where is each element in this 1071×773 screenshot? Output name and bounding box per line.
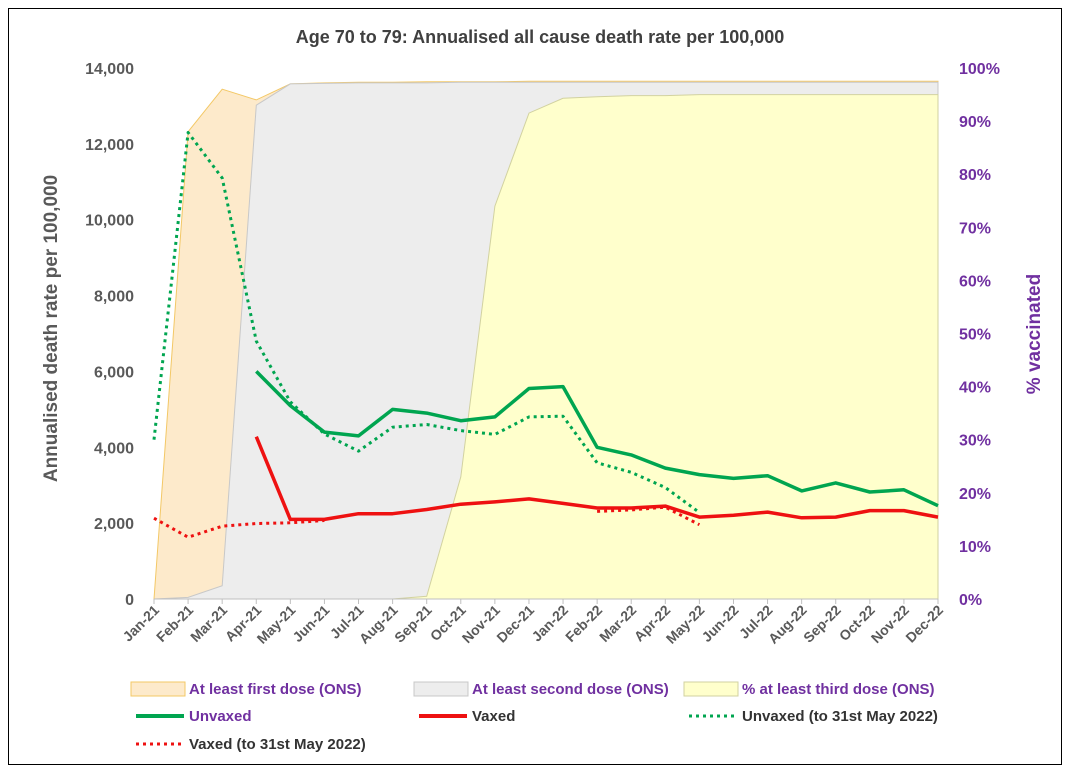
legend-item: At least first dose (ONS) <box>130 681 362 698</box>
legend-label: % at least third dose (ONS) <box>742 681 935 698</box>
legend-item: Unvaxed <box>136 708 252 725</box>
legend: At least first dose (ONS) At least second… <box>130 681 938 753</box>
death-rate-lines <box>152 131 939 539</box>
x-tick-label: Dec-22 <box>902 602 946 646</box>
x-tick-label: Nov-21 <box>459 602 503 646</box>
chart-title: Age 70 to 79: Annualised all cause death… <box>296 27 785 47</box>
x-tick-label: Mar-21 <box>187 602 230 645</box>
legend-item: % at least third dose (ONS) <box>683 681 935 698</box>
x-tick-label: Jun-22 <box>698 602 741 645</box>
x-tick-label: Feb-21 <box>153 602 196 645</box>
y2-tick-label: 80% <box>959 167 991 184</box>
x-tick-label: Dec-21 <box>493 602 537 646</box>
y-tick-label: 14,000 <box>85 61 134 78</box>
series-line <box>153 516 325 539</box>
y2-tick-label: 0% <box>959 592 982 609</box>
vaccination-areas <box>153 80 939 600</box>
x-tick-label: Jun-21 <box>289 602 332 645</box>
x-tick-label: Feb-22 <box>562 602 605 645</box>
legend-label: Vaxed <box>472 708 515 725</box>
legend-label: At least first dose (ONS) <box>189 681 362 698</box>
x-tick-label: Nov-22 <box>868 602 912 646</box>
legend-label: Unvaxed <box>189 708 252 725</box>
y2-tick-label: 90% <box>959 114 991 131</box>
y2-tick-label: 50% <box>959 327 991 344</box>
legend-item: Vaxed <box>419 708 515 725</box>
x-tick-label: Jan-22 <box>528 602 571 645</box>
legend-swatch <box>413 681 469 697</box>
legend-label: Vaxed (to 31st May 2022) <box>189 736 366 753</box>
y-tick-label: 6,000 <box>94 364 134 381</box>
legend-swatch <box>683 681 739 697</box>
y-tick-label: 10,000 <box>85 213 134 230</box>
legend-swatch <box>130 681 186 697</box>
y-tick-label: 12,000 <box>85 137 134 154</box>
series-vaxed-to-31st-may-2022- <box>153 505 701 539</box>
y2-tick-label: 30% <box>959 433 991 450</box>
y2-tick-label: 10% <box>959 539 991 556</box>
x-tick-label: Aug-22 <box>765 602 810 647</box>
x-tick-label: Sep-22 <box>800 602 844 646</box>
y-tick-label: 8,000 <box>94 289 134 306</box>
legend-item: At least second dose (ONS) <box>413 681 669 698</box>
y2-tick-label: 70% <box>959 220 991 237</box>
y2-tick-label: 20% <box>959 486 991 503</box>
y-tick-label: 0 <box>125 592 134 609</box>
chart-frame: Age 70 to 79: Annualised all cause death… <box>8 8 1062 765</box>
series-vaxed <box>254 436 939 522</box>
y2-tick-label: 40% <box>959 380 991 397</box>
x-tick-label: Mar-22 <box>596 602 639 645</box>
y-axis-label: Annualised death rate per 100,000 <box>41 175 62 482</box>
y2-tick-label: 60% <box>959 273 991 290</box>
y-tick-label: 2,000 <box>94 516 134 533</box>
legend-item: Vaxed (to 31st May 2022) <box>136 736 366 753</box>
series-unvaxed <box>255 370 939 508</box>
y2-axis-label: % vaccinated <box>1024 274 1045 394</box>
series-line <box>597 505 701 527</box>
y-tick-label: 4,000 <box>94 440 134 457</box>
legend-label: At least second dose (ONS) <box>472 681 669 698</box>
x-tick-label: Aug-21 <box>356 602 401 647</box>
series-unvaxed-to-31st-may-2022- <box>152 131 701 514</box>
x-tick-label: Sep-21 <box>391 602 435 646</box>
x-tick-label: May-22 <box>663 602 708 647</box>
chart: Age 70 to 79: Annualised all cause death… <box>41 27 1045 753</box>
x-tick-label: May-21 <box>254 602 299 647</box>
area-2 <box>392 94 939 600</box>
y2-tick-label: 100% <box>959 61 1000 78</box>
legend-label: Unvaxed (to 31st May 2022) <box>742 708 938 725</box>
legend-item: Unvaxed (to 31st May 2022) <box>689 708 938 725</box>
